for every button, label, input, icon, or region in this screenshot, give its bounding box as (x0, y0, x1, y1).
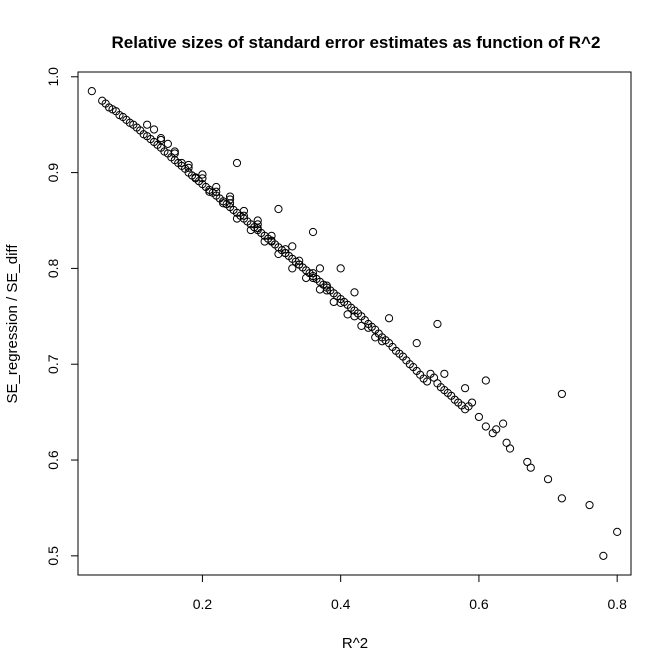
x-tick-label: 0.8 (607, 596, 627, 612)
y-axis-label: SE_regression / SE_diff (4, 244, 21, 404)
data-point (149, 125, 159, 134)
data-point (364, 323, 373, 332)
data-point (212, 187, 221, 196)
data-point (198, 174, 207, 183)
data-point (308, 273, 318, 283)
x-tick-label: 0.2 (193, 596, 213, 612)
data-point (143, 120, 152, 129)
data-point (239, 211, 248, 220)
data-point (198, 170, 207, 179)
data-point (585, 500, 594, 510)
data-point (225, 192, 235, 201)
y-tick-label: 0.7 (45, 354, 61, 374)
data-point (461, 384, 470, 393)
data-point (357, 321, 366, 330)
x-tick-label: 0.6 (469, 596, 489, 612)
data-point (308, 269, 318, 278)
data-point (253, 216, 262, 225)
data-point (481, 376, 490, 385)
data-point (212, 182, 221, 192)
y-tick-label: 0.5 (45, 546, 61, 566)
data-point (253, 220, 262, 229)
data-point (163, 139, 172, 148)
data-point (225, 195, 235, 204)
data-point (481, 422, 490, 431)
data-point (308, 227, 318, 237)
data-points (87, 87, 622, 560)
data-point (281, 245, 290, 254)
data-point (329, 297, 338, 307)
data-point (371, 333, 380, 342)
data-point (170, 147, 179, 156)
data-point (87, 87, 96, 96)
data-point (156, 134, 166, 143)
data-point (184, 163, 193, 172)
data-point (232, 214, 242, 223)
data-point (288, 242, 297, 251)
data-point (557, 494, 566, 503)
y-tick-label: 0.8 (45, 258, 61, 278)
plot-frame (77, 71, 632, 576)
y-axis: 0.5 0.6 0.7 0.8 0.9 1.0 (45, 67, 79, 566)
y-tick-label: 0.6 (45, 450, 61, 470)
data-point (433, 319, 442, 329)
data-point (526, 463, 535, 472)
data-point (184, 160, 193, 170)
data-point (315, 264, 325, 273)
data-point (543, 475, 553, 484)
data-point (492, 425, 501, 434)
data-point (384, 314, 394, 323)
data-point (288, 264, 297, 273)
data-point (274, 204, 283, 214)
x-axis-label: R^2 (342, 635, 368, 652)
data-point (613, 527, 622, 536)
data-point (474, 412, 484, 422)
data-point (267, 231, 276, 240)
data-point (239, 206, 248, 216)
chart-title: Relative sizes of standard error estimat… (112, 33, 601, 52)
x-axis: 0.2 0.4 0.6 0.8 (193, 574, 627, 612)
data-point (302, 273, 311, 283)
data-point (315, 285, 325, 294)
x-tick-label: 0.4 (331, 596, 351, 612)
data-point (412, 339, 421, 348)
data-point (350, 288, 359, 297)
data-point (599, 551, 608, 560)
data-point (350, 312, 359, 321)
data-point (336, 298, 345, 308)
data-point (232, 158, 242, 168)
data-point (281, 248, 290, 258)
data-point (422, 377, 432, 386)
data-point (322, 286, 331, 295)
data-point (322, 281, 331, 290)
data-point (343, 310, 352, 319)
data-point (336, 264, 345, 273)
data-point (440, 369, 449, 378)
data-point (467, 398, 477, 407)
data-point (295, 256, 304, 265)
y-tick-label: 1.0 (45, 67, 61, 87)
data-point (505, 444, 515, 453)
data-point (378, 337, 387, 346)
data-point (557, 389, 566, 399)
data-point (499, 419, 508, 428)
data-point (267, 236, 276, 245)
y-tick-label: 0.9 (45, 163, 61, 183)
data-point (295, 260, 304, 269)
